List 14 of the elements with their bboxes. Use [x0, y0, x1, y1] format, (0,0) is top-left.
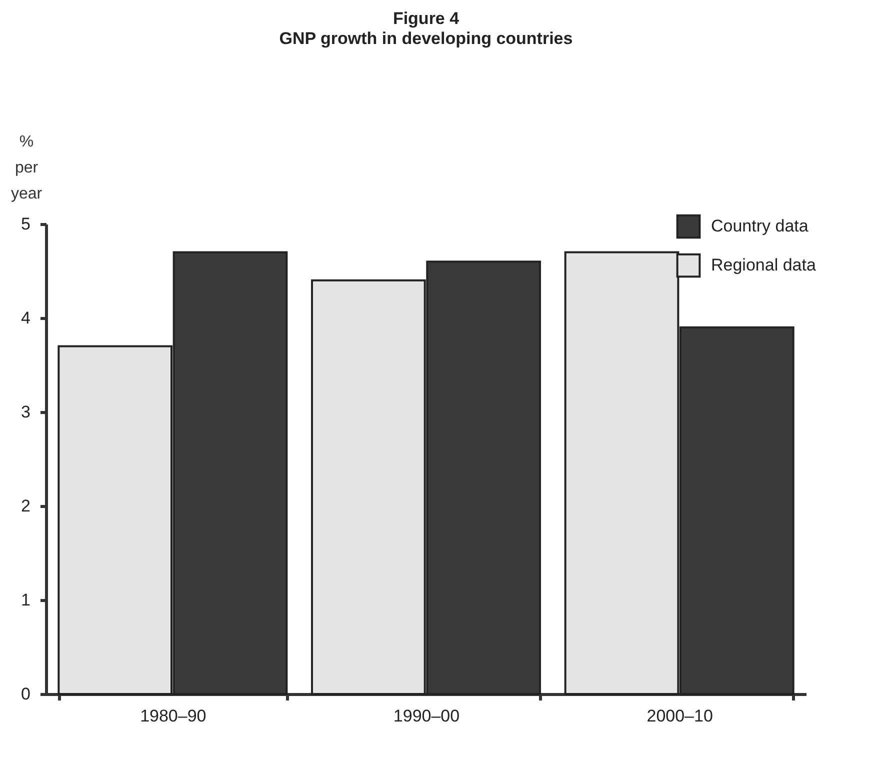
x-tick-label: 1990–00: [393, 706, 460, 726]
y-axis-title: % per year: [10, 134, 43, 202]
y-tick-label: 3: [21, 402, 30, 422]
x-tick-label: 2000–10: [646, 706, 713, 726]
y-tick-label: 0: [21, 684, 30, 704]
chart-title: Figure 4: [392, 9, 460, 28]
y-tick-label: 5: [21, 214, 30, 234]
y-tick-label: 4: [21, 308, 30, 328]
chart-subtitle: GNP growth in developing countries: [279, 29, 573, 48]
legend-label: Regional data: [711, 256, 816, 274]
y-tick-label: 1: [21, 590, 30, 610]
y-tick-label: 2: [21, 496, 30, 516]
x-tick-label: 1980–90: [140, 706, 206, 726]
legend-label: Country data: [711, 216, 809, 236]
